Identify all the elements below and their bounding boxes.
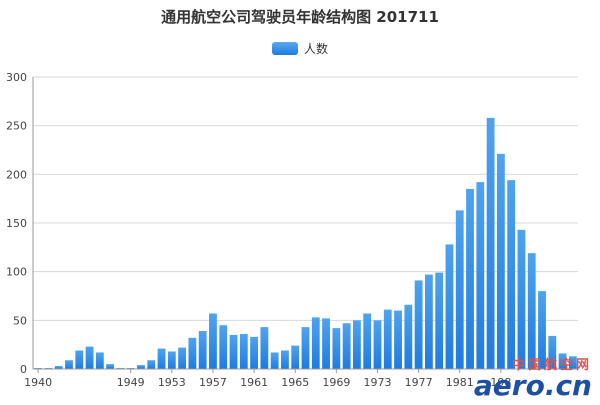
x-tick-label: 198 [490, 376, 511, 389]
bar[interactable] [332, 328, 341, 369]
bar[interactable] [517, 229, 526, 369]
y-tick-label: 50 [13, 314, 27, 327]
x-tick-label: 1969 [322, 376, 350, 389]
x-tick-label: 1957 [199, 376, 227, 389]
bar[interactable] [281, 350, 289, 369]
bar[interactable] [486, 117, 495, 369]
bar[interactable] [209, 313, 217, 369]
bar[interactable] [85, 346, 94, 369]
bar[interactable] [538, 291, 546, 369]
bar[interactable] [137, 365, 145, 369]
bar[interactable] [322, 318, 330, 369]
bar[interactable] [435, 272, 444, 369]
bar[interactable] [65, 360, 73, 369]
bar[interactable] [239, 333, 248, 369]
bar[interactable] [353, 320, 361, 369]
legend[interactable]: 人数 [0, 40, 600, 57]
bar[interactable] [229, 334, 238, 369]
bar[interactable] [496, 153, 505, 369]
bar[interactable] [54, 366, 63, 369]
bar[interactable] [342, 323, 351, 369]
legend-swatch [271, 42, 298, 55]
bar[interactable] [445, 244, 454, 369]
bar[interactable] [270, 352, 279, 369]
y-tick-label: 200 [6, 168, 27, 181]
x-tick-label: 1965 [281, 376, 309, 389]
bar[interactable] [476, 182, 485, 369]
bar[interactable] [188, 337, 197, 369]
bar[interactable] [157, 348, 166, 369]
bar[interactable] [394, 310, 402, 369]
bar[interactable] [95, 352, 104, 369]
bar[interactable] [424, 274, 433, 369]
bar[interactable] [106, 364, 115, 369]
x-tick-label: 1981 [446, 376, 474, 389]
legend-label: 人数 [303, 42, 328, 56]
x-tick-label: 1977 [405, 376, 433, 389]
bar[interactable] [558, 353, 567, 369]
bar[interactable] [404, 304, 413, 369]
bar[interactable] [167, 351, 176, 369]
bar[interactable] [455, 210, 464, 369]
x-tick-label: 1973 [363, 376, 391, 389]
x-tick-label: 1953 [158, 376, 186, 389]
x-tick-label: 1949 [117, 376, 145, 389]
bar[interactable] [291, 345, 300, 369]
bar[interactable] [568, 356, 577, 369]
bar[interactable] [414, 280, 423, 369]
bar[interactable] [75, 350, 84, 369]
bar[interactable] [507, 180, 516, 369]
bar[interactable] [311, 317, 320, 369]
bar[interactable] [301, 327, 310, 369]
bar[interactable] [219, 325, 228, 369]
bar[interactable] [147, 360, 156, 369]
y-tick-label: 250 [6, 120, 27, 133]
y-tick-label: 0 [20, 363, 27, 376]
bar[interactable] [178, 347, 187, 369]
bar[interactable] [198, 331, 207, 369]
chart-title: 通用航空公司驾驶员年龄结构图 201711 [161, 8, 439, 26]
bar[interactable] [373, 320, 382, 369]
bar[interactable] [250, 336, 258, 369]
bar[interactable] [548, 335, 557, 369]
bar[interactable] [527, 253, 536, 369]
y-tick-label: 100 [6, 266, 27, 279]
bar[interactable] [383, 309, 392, 369]
y-tick-label: 150 [6, 217, 27, 230]
x-tick-label: 1940 [24, 376, 52, 389]
bar[interactable] [260, 327, 269, 369]
bar[interactable] [466, 188, 474, 369]
x-tick-label: 1961 [240, 376, 268, 389]
y-tick-label: 300 [6, 71, 27, 84]
bar[interactable] [363, 313, 372, 369]
